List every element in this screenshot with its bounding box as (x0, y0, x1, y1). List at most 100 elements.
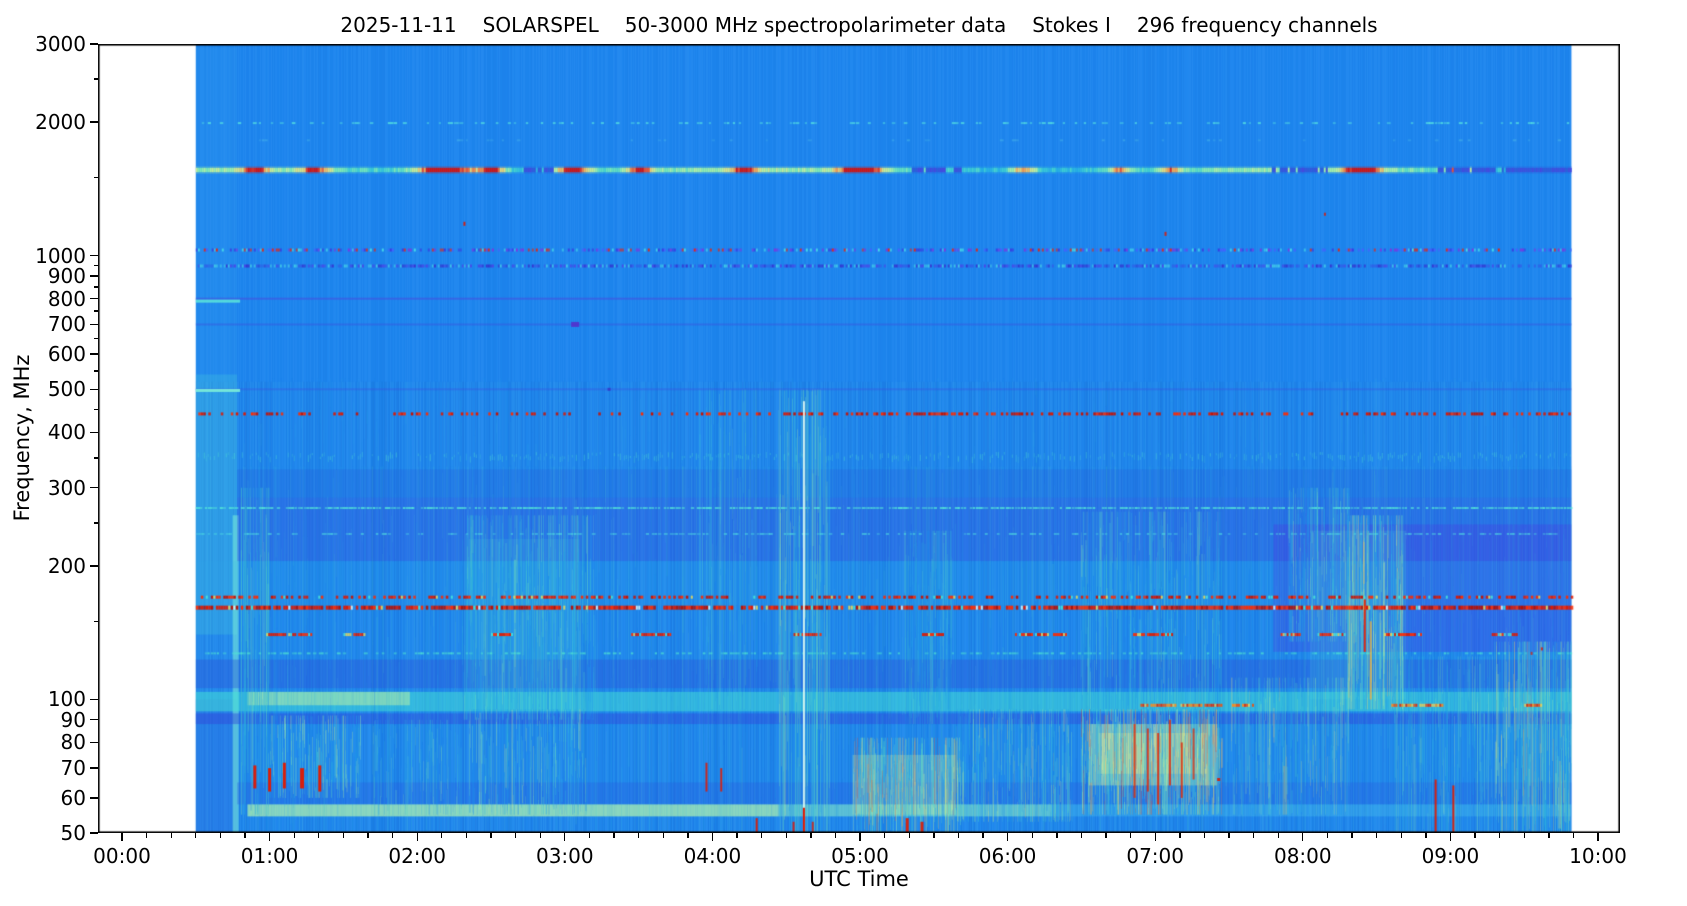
x-minor-tick (318, 833, 320, 838)
y-major-tick (90, 255, 98, 257)
x-minor-tick (637, 833, 640, 838)
x-major-tick (1597, 833, 1599, 841)
y-major-tick (90, 741, 98, 744)
x-minor-tick (244, 833, 246, 838)
x-minor-tick (170, 833, 172, 838)
x-minor-tick (145, 833, 148, 838)
x-major-tick (859, 833, 861, 841)
x-minor-tick (1056, 833, 1058, 838)
x-minor-tick (1474, 833, 1476, 838)
y-minor-tick (93, 522, 98, 524)
x-minor-tick (1129, 833, 1132, 838)
y-minor-tick (93, 286, 98, 288)
x-major-tick (121, 833, 123, 841)
y-major-tick (90, 832, 98, 834)
y-tick-label: 700 (47, 312, 86, 337)
x-minor-tick (1548, 833, 1550, 838)
x-minor-tick (441, 833, 443, 838)
x-major-tick (711, 833, 714, 841)
y-minor-tick (93, 620, 98, 622)
x-minor-tick (391, 833, 394, 838)
x-minor-tick (539, 833, 541, 838)
y-tick-label: 600 (47, 342, 86, 367)
y-tick-label: 1000 (35, 243, 86, 268)
x-minor-tick (662, 833, 664, 838)
x-major-tick (1302, 833, 1304, 841)
y-tick-label: 900 (47, 264, 86, 288)
x-tick-label: 03:00 (535, 844, 594, 868)
x-tick-label: 05:00 (831, 844, 889, 868)
x-minor-tick (342, 833, 345, 838)
y-major-tick (90, 767, 98, 769)
x-major-tick (1006, 833, 1009, 841)
y-minor-tick (93, 408, 98, 411)
y-tick-label: 200 (47, 553, 86, 578)
x-tick-label: 10:00 (1569, 844, 1627, 868)
x-tick-label: 08:00 (1273, 844, 1332, 868)
title-channels: 296 frequency channels (1136, 13, 1378, 37)
y-minor-tick (93, 78, 98, 80)
x-minor-tick (219, 833, 222, 838)
x-major-tick (1449, 833, 1452, 841)
plot-title: 2025-11-11 SOLARSPEL 50-3000 MHz spectropo… (327, 13, 1390, 37)
y-tick-label: 90 (60, 707, 86, 732)
y-major-tick (90, 565, 98, 567)
spectrogram-canvas (98, 44, 1620, 833)
x-minor-tick (810, 833, 812, 838)
x-minor-tick (1498, 833, 1501, 838)
y-major-tick (90, 487, 98, 489)
x-minor-tick (1375, 833, 1378, 838)
x-minor-tick (465, 833, 468, 838)
x-minor-tick (1179, 833, 1181, 838)
x-minor-tick (1228, 833, 1230, 838)
x-minor-tick (883, 833, 886, 838)
x-tick-label: 00:00 (93, 844, 151, 868)
y-major-tick (90, 797, 98, 799)
title-description: 50-3000 MHz spectropolarimeter data (624, 13, 1007, 37)
x-minor-tick (687, 833, 689, 838)
x-minor-tick (908, 833, 910, 838)
y-major-tick (90, 275, 98, 277)
x-tick-label: 01:00 (240, 844, 299, 868)
x-minor-tick (1277, 833, 1279, 838)
y-minor-tick (93, 264, 98, 267)
y-major-tick (90, 388, 98, 390)
x-tick-label: 02:00 (388, 844, 446, 868)
y-tick-label: 100 (47, 687, 86, 712)
x-minor-tick (1326, 833, 1329, 838)
x-tick-label: 06:00 (978, 844, 1037, 868)
y-major-tick (90, 353, 98, 355)
y-tick-label: 80 (60, 730, 86, 755)
title-date: 2025-11-11 (340, 13, 457, 37)
y-tick-label: 800 (47, 286, 86, 311)
x-minor-tick (933, 833, 935, 838)
x-minor-tick (1351, 833, 1353, 838)
x-minor-tick (490, 833, 492, 838)
x-minor-tick (613, 833, 615, 838)
y-minor-tick (93, 457, 98, 459)
x-minor-tick (1252, 833, 1255, 838)
y-tick-label: 2000 (35, 110, 86, 135)
x-minor-tick (588, 833, 591, 838)
x-tick-label: 04:00 (683, 844, 742, 868)
x-minor-tick (367, 833, 369, 838)
y-tick-label: 300 (47, 475, 86, 500)
x-tick-label: 09:00 (1421, 844, 1480, 868)
y-minor-tick (93, 310, 98, 312)
y-major-tick (90, 121, 98, 123)
y-major-tick (90, 698, 98, 701)
title-instrument: SOLARSPEL (482, 13, 599, 37)
x-minor-tick (293, 833, 295, 838)
x-major-tick (564, 833, 566, 841)
y-tick-label: 60 (60, 785, 86, 810)
x-minor-tick (1203, 833, 1206, 838)
y-minor-tick (93, 370, 98, 372)
x-major-tick (416, 833, 418, 841)
x-minor-tick (785, 833, 787, 838)
x-minor-tick (1031, 833, 1033, 838)
x-major-tick (1154, 833, 1156, 841)
x-minor-tick (834, 833, 837, 838)
x-tick-label: 07:00 (1126, 844, 1184, 868)
x-axis-label: UTC Time (809, 867, 909, 891)
